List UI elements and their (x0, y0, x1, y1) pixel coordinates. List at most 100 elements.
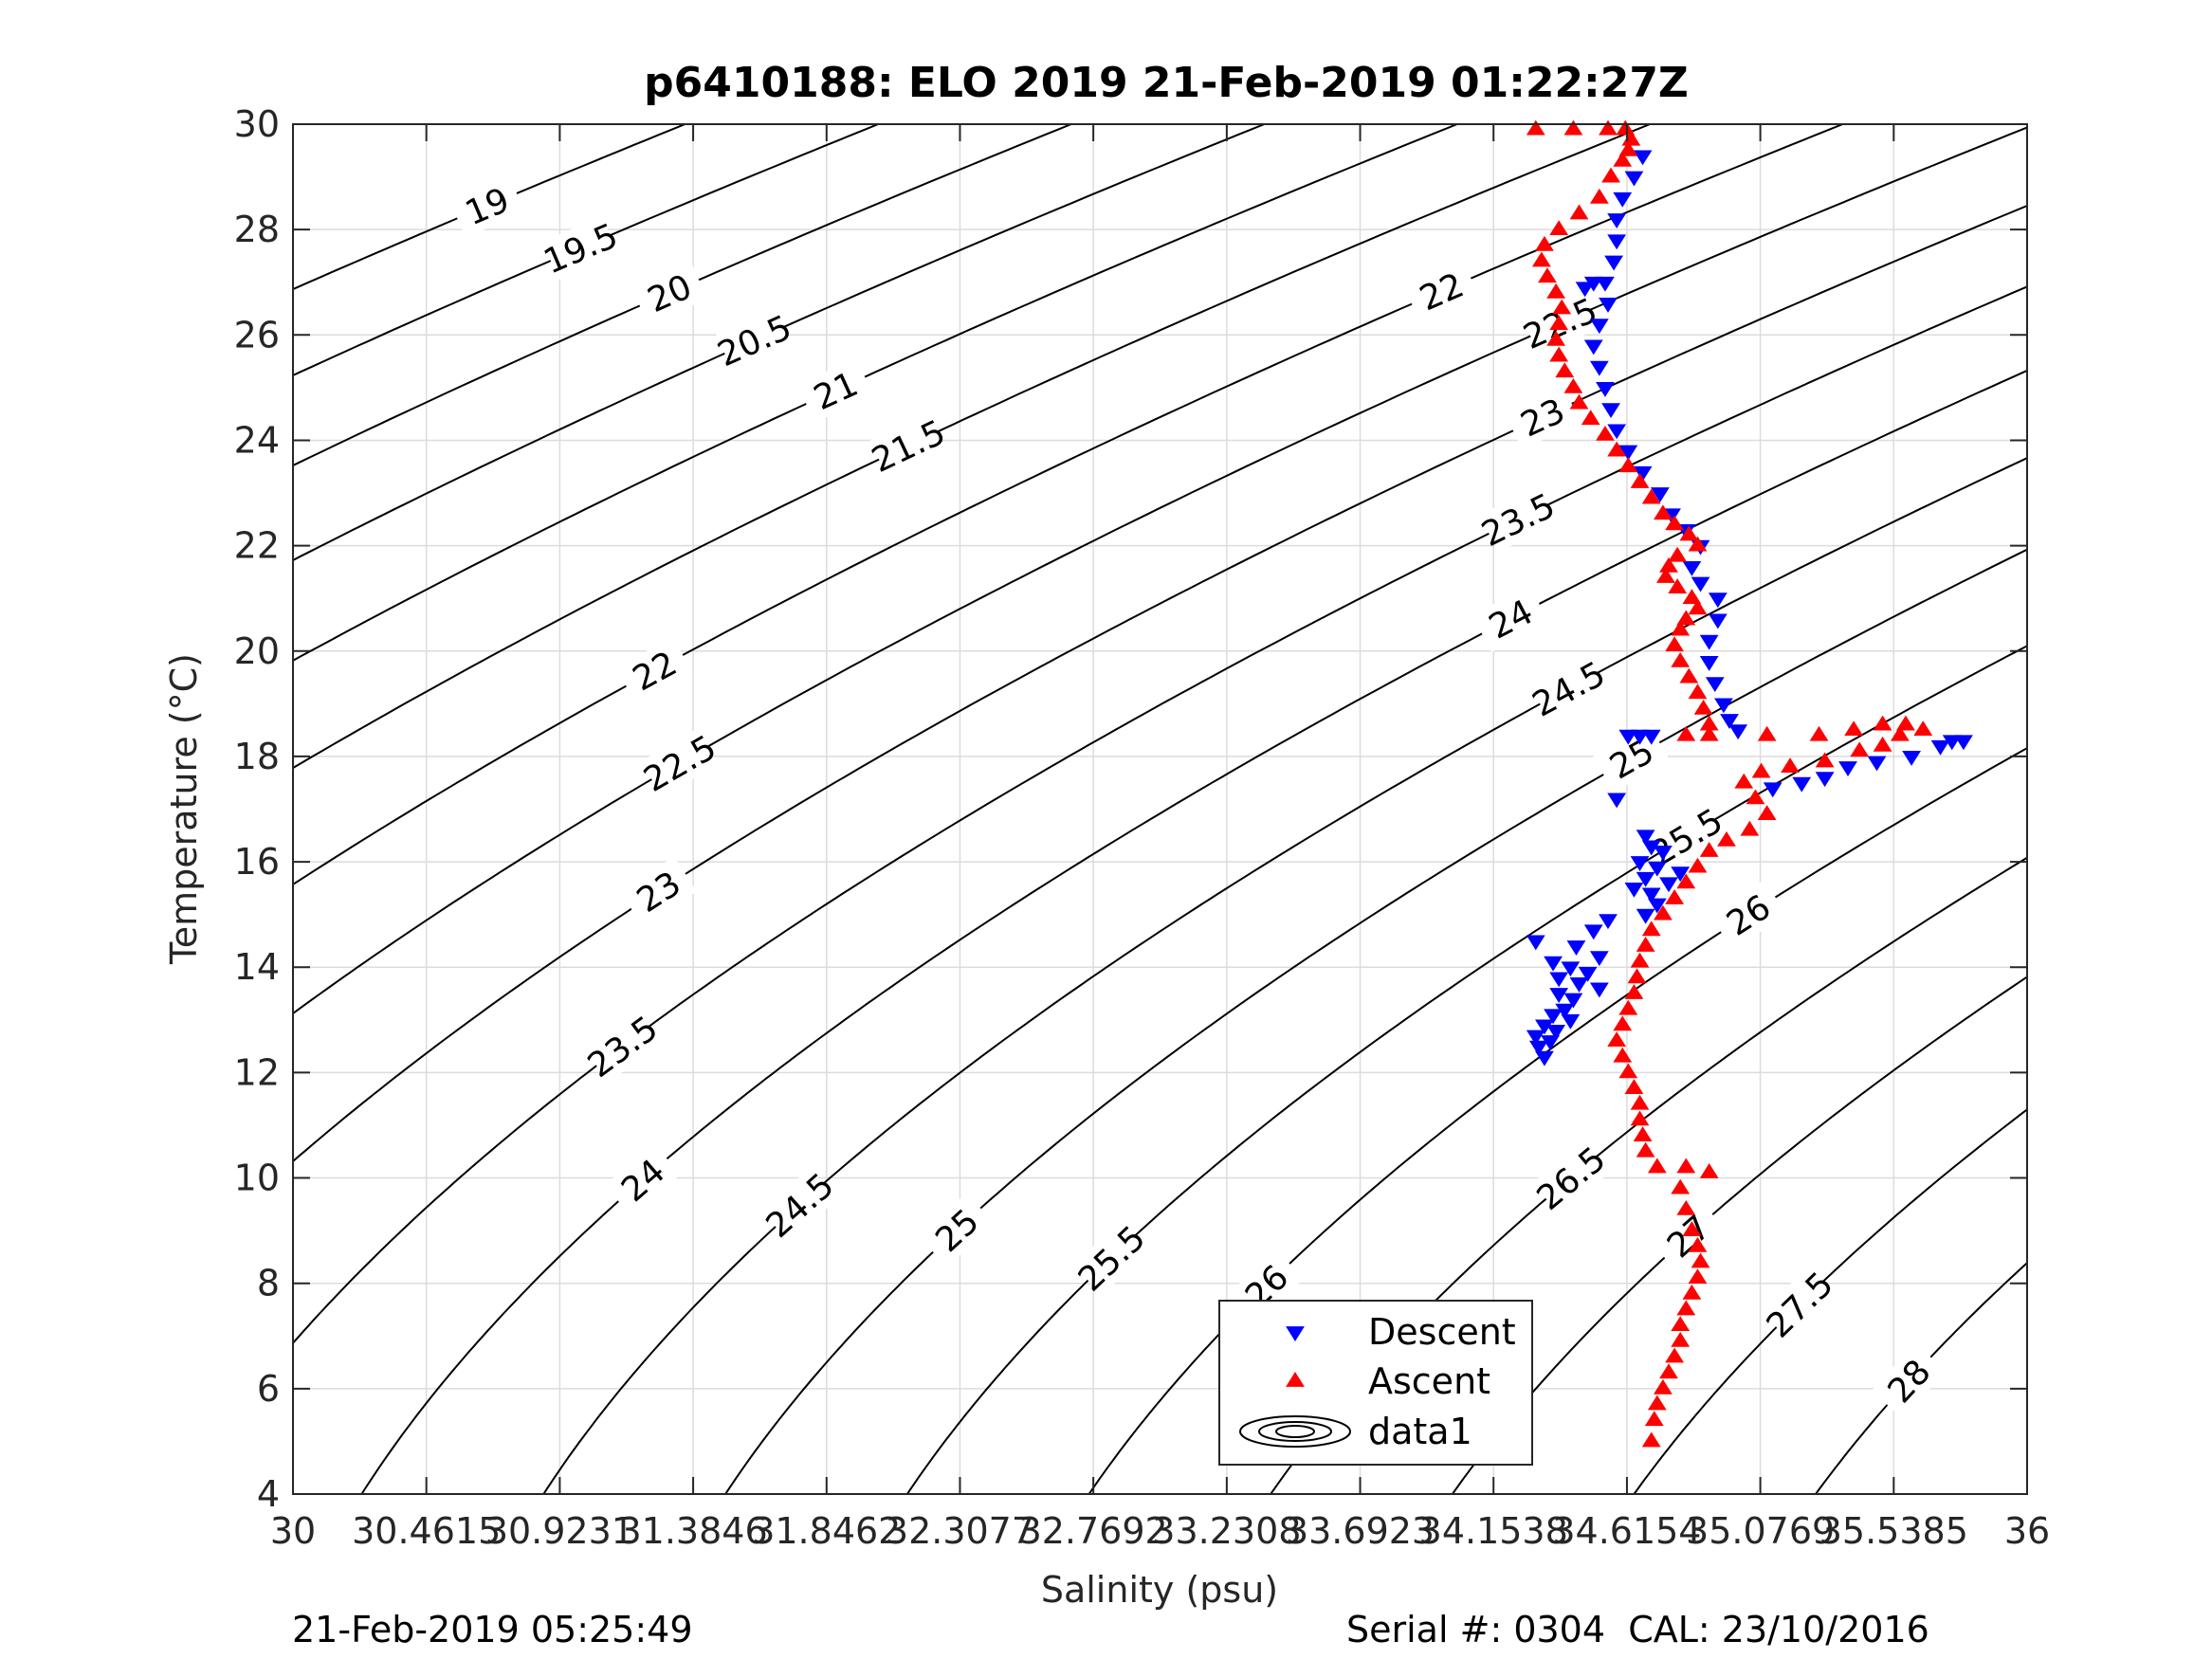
descent-point (1659, 877, 1678, 893)
y-tick-label: 4 (257, 1473, 280, 1515)
ascent-point (1699, 1163, 1719, 1178)
descent-point (1569, 977, 1589, 993)
descent-point (1583, 339, 1603, 356)
descent-point (1589, 319, 1609, 335)
ascent-point (1607, 441, 1627, 457)
descent-point (1838, 761, 1857, 776)
contour-label: 24.5 (1526, 654, 1612, 725)
ascent-point (1688, 684, 1708, 700)
ascent-point (1616, 119, 1636, 136)
x-tick-label: 35.5385 (1819, 1510, 1968, 1552)
ascent-point (1890, 725, 1910, 741)
y-tick-label: 6 (257, 1368, 280, 1410)
descent-point (1699, 634, 1719, 650)
contour-label-bg (1532, 1140, 1609, 1215)
ascent-point (1717, 830, 1736, 847)
contour-label: 21 (797, 357, 874, 423)
contour-label-bg (619, 856, 697, 927)
ascent-point (1563, 377, 1583, 393)
contour-label: 21.5 (866, 412, 951, 481)
descent-point (1544, 956, 1563, 972)
descent-point (1630, 856, 1650, 872)
x-tick-label: 34.6154 (1552, 1510, 1701, 1552)
y-tick-label: 28 (234, 209, 280, 250)
ascent-point (1618, 457, 1638, 473)
ascent-point (1599, 119, 1618, 136)
descent-point (1544, 1009, 1563, 1025)
ascent-point (1913, 720, 1933, 737)
contour-label: 24 (1472, 585, 1549, 652)
descent-point (1589, 951, 1609, 967)
ascent-point (1569, 204, 1589, 220)
descent-point (1650, 487, 1670, 502)
ascent-point (1676, 1158, 1696, 1174)
contour-label-bg (716, 307, 793, 373)
contour-label-bg (797, 357, 874, 423)
contour-label-bg (542, 216, 619, 281)
density-contours: 1919.52020.52121.5222222.522.5232323.523… (293, 124, 2027, 1494)
x-tick-label: 30 (270, 1510, 316, 1552)
contour-label-bg (1761, 1267, 1837, 1342)
contour-label-bg (631, 261, 707, 325)
contour-label-bg (448, 173, 525, 238)
contour-label-bg (1529, 654, 1607, 722)
ascent-point (1647, 1395, 1667, 1411)
descent-point (1902, 751, 1921, 766)
x-tick-label: 31.8462 (752, 1510, 901, 1552)
descent-point (1792, 776, 1812, 793)
ascent-point (1682, 589, 1702, 605)
contour-label: 26.5 (1530, 1139, 1614, 1218)
ascent-point (1688, 599, 1708, 615)
x-axis-label: Salinity (psu) (1041, 1569, 1278, 1611)
descent-point (1575, 282, 1595, 298)
y-tick-label: 20 (234, 630, 280, 672)
contour-label-bg (919, 1193, 995, 1267)
ascent-point (1671, 620, 1691, 636)
contour-label: 20.5 (712, 307, 797, 374)
contour-label-bg (1479, 486, 1557, 553)
ascent-point (1549, 315, 1569, 331)
ascent-point (1679, 667, 1699, 684)
ascent-point (1630, 1094, 1650, 1110)
contour-label: 22 (1403, 259, 1480, 323)
ascent-point (1691, 1252, 1710, 1268)
density-contour-line (293, 124, 1651, 770)
ascent-point (1647, 1158, 1667, 1174)
y-axis-label: Temperature (°C) (163, 653, 205, 965)
ascent-point (1618, 999, 1638, 1015)
descent-point (1699, 655, 1719, 671)
ascent-point (1613, 1015, 1633, 1031)
descent-point (1618, 729, 1638, 745)
ascent-point (1682, 1284, 1702, 1300)
ascent-point (1624, 1079, 1644, 1094)
descent-point (1604, 255, 1623, 271)
density-contour-line (293, 124, 879, 377)
contour-label: 24 (604, 1142, 681, 1217)
contour-label-bg (604, 1142, 681, 1217)
ascent-point (1596, 425, 1615, 441)
descent-point (1633, 465, 1653, 482)
descent-point (1647, 898, 1667, 914)
descent-point (1535, 1050, 1554, 1066)
descent-point (1708, 613, 1728, 629)
ascent-point (1555, 362, 1575, 378)
ascent-point (1668, 578, 1688, 593)
contour-label: 26 (1709, 879, 1787, 950)
ascent-point (1552, 299, 1572, 315)
ascent-point (1613, 151, 1633, 167)
descent-point (1624, 882, 1644, 898)
contour-label: 19 (448, 173, 525, 238)
y-tick-label: 24 (234, 419, 280, 461)
ascent-point (1546, 330, 1566, 346)
contour-label: 22 (615, 636, 693, 704)
descent-point (1930, 739, 1950, 756)
ascent-point (1654, 504, 1673, 520)
ascent-point (1699, 842, 1719, 857)
ascent-point (1781, 757, 1800, 773)
density-contour-line (293, 124, 1458, 662)
contour-label: 24.5 (759, 1166, 842, 1246)
ascent-point (1636, 1141, 1655, 1158)
descent-point (1636, 908, 1655, 924)
descent-point (1546, 1025, 1566, 1040)
